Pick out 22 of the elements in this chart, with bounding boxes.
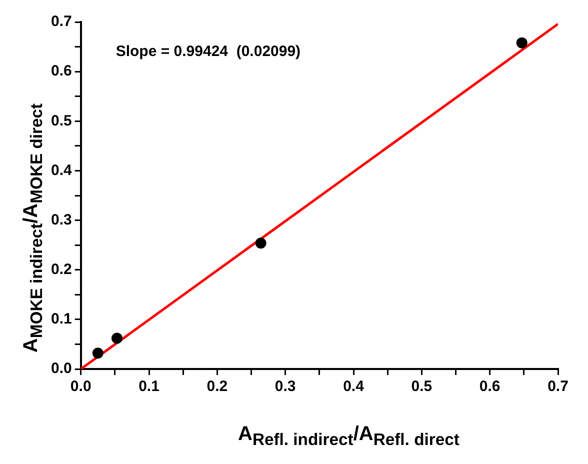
point bbox=[516, 37, 528, 48]
x-tick-label: 0.6 bbox=[479, 378, 500, 396]
x-tick-label: 0.7 bbox=[548, 378, 568, 396]
x-tick-label: 0.2 bbox=[206, 378, 228, 396]
x-tick-label: 0.3 bbox=[274, 378, 296, 396]
x-tick-label: 0.4 bbox=[343, 378, 365, 396]
point bbox=[92, 348, 104, 359]
point bbox=[111, 332, 122, 344]
y-tick-label: 0.5 bbox=[50, 112, 72, 130]
y-tick-label: 0.7 bbox=[50, 13, 72, 30]
y-tick-label: 0.1 bbox=[50, 310, 72, 328]
y-tick-label: 0.2 bbox=[50, 261, 72, 278]
y-tick-label: 0.0 bbox=[50, 360, 72, 378]
x-tick-label: 0.5 bbox=[411, 378, 432, 396]
x-axis-title: A$_{Refl. indirect}$/A$_{Refl. direct}$ bbox=[238, 423, 460, 450]
x-tick-label: 0.0 bbox=[70, 378, 92, 396]
x-tick-label: 0.1 bbox=[138, 378, 160, 396]
annotation: Slope = 0.99424 (0.02099) bbox=[116, 43, 301, 60]
point bbox=[255, 238, 266, 249]
y-tick-label: 0.3 bbox=[50, 211, 72, 228]
y-tick-label: 0.6 bbox=[50, 62, 72, 80]
y-tick-label: 0.4 bbox=[50, 162, 72, 179]
